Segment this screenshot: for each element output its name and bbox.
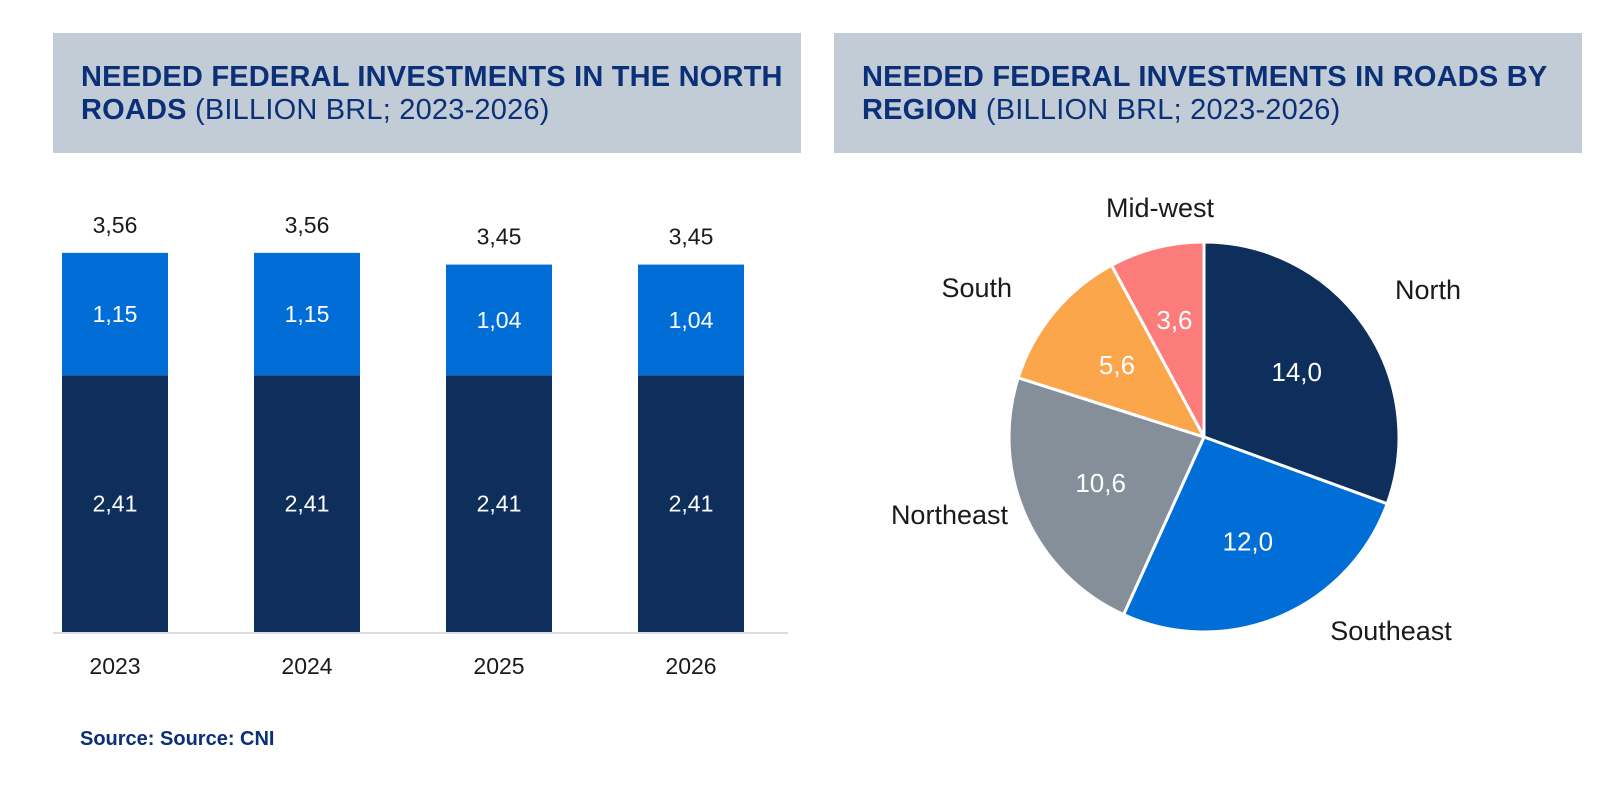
pie-chart-title-main: NEEDED FEDERAL INVESTMENTS IN ROADS BY R… bbox=[862, 61, 1547, 126]
bar-total-label-2023: 3,56 bbox=[93, 212, 138, 238]
bar-x-tick-label-2025: 2025 bbox=[473, 653, 524, 679]
bar-segment-label-2025-base: 2,41 bbox=[477, 491, 522, 517]
pie-category-label-south: South bbox=[941, 273, 1012, 303]
bar-segment-2024-top bbox=[254, 252, 360, 376]
pie-chart-header: NEEDED FEDERAL INVESTMENTS IN ROADS BY R… bbox=[834, 33, 1582, 153]
bar-segment-2024-base bbox=[254, 375, 360, 632]
pie-value-label-north: 14,0 bbox=[1271, 357, 1322, 387]
pie-chart-title: NEEDED FEDERAL INVESTMENTS IN ROADS BY R… bbox=[862, 61, 1582, 127]
bar-segment-label-2024-base: 2,41 bbox=[285, 491, 330, 517]
bar-x-tick-label-2024: 2024 bbox=[281, 653, 332, 679]
bar-segment-2023-base bbox=[62, 375, 168, 632]
bar-segment-2025-base bbox=[446, 375, 552, 632]
bar-total-label-2025: 3,45 bbox=[477, 224, 522, 250]
bar-chart-title-main: NEEDED FEDERAL INVESTMENTS IN THE NORTH … bbox=[81, 61, 783, 126]
bar-segment-label-2023-top: 1,15 bbox=[93, 301, 138, 327]
source-note: Source: Source: CNI bbox=[80, 728, 275, 750]
pie-chart-title-unit: (BILLION BRL; 2023-2026) bbox=[985, 94, 1341, 126]
bar-x-tick-label-2023: 2023 bbox=[89, 653, 140, 679]
pie-value-label-south: 5,6 bbox=[1099, 350, 1135, 380]
bar-segment-label-2025-top: 1,04 bbox=[477, 307, 522, 333]
pie-slice-southeast bbox=[1122, 435, 1389, 634]
bar-segment-label-2024-top: 1,15 bbox=[285, 301, 330, 327]
bar-segment-label-2026-top: 1,04 bbox=[669, 307, 714, 333]
pie-category-label-southeast: Southeast bbox=[1330, 616, 1452, 646]
pie-category-label-north: North bbox=[1395, 275, 1461, 305]
pie-value-label-northeast: 10,6 bbox=[1075, 468, 1126, 498]
bar-segment-2026-base bbox=[638, 375, 744, 632]
pie-value-label-mid-west: 3,6 bbox=[1156, 305, 1192, 335]
bar-segment-2025-top bbox=[446, 264, 552, 376]
bar-total-label-2026: 3,45 bbox=[669, 224, 714, 250]
bar-chart-title: NEEDED FEDERAL INVESTMENTS IN THE NORTH … bbox=[81, 61, 801, 127]
bar-segment-label-2026-base: 2,41 bbox=[669, 491, 714, 517]
pie-category-label-mid-west: Mid-west bbox=[1106, 193, 1215, 223]
bar-segment-2026-top bbox=[638, 264, 744, 376]
bar-chart-title-unit: (BILLION BRL; 2023-2026) bbox=[195, 94, 550, 126]
pie-slice-south bbox=[1016, 263, 1206, 439]
pie-value-label-southeast: 12,0 bbox=[1223, 526, 1274, 556]
bar-segment-label-2023-base: 2,41 bbox=[93, 491, 138, 517]
pie-slice-northeast bbox=[1007, 376, 1206, 617]
pie-slice-north bbox=[1202, 240, 1401, 506]
pie-slice-mid-west bbox=[1110, 240, 1206, 439]
bar-x-tick-label-2026: 2026 bbox=[665, 653, 716, 679]
bar-chart-header: NEEDED FEDERAL INVESTMENTS IN THE NORTH … bbox=[53, 33, 801, 153]
pie-category-label-northeast: Northeast bbox=[891, 500, 1009, 530]
bar-segment-2023-top bbox=[62, 252, 168, 376]
bar-total-label-2024: 3,56 bbox=[285, 212, 330, 238]
